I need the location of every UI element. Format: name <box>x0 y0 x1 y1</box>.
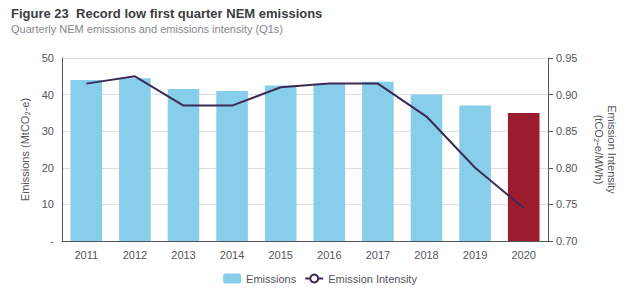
svg-text:0.90: 0.90 <box>556 89 577 101</box>
svg-text:2011: 2011 <box>74 249 98 261</box>
svg-text:2012: 2012 <box>123 249 147 261</box>
svg-text:Quarterly NEM emissions and em: Quarterly NEM emissions and emissions in… <box>11 23 283 35</box>
svg-text:2018: 2018 <box>414 249 438 261</box>
svg-text:2016: 2016 <box>317 249 341 261</box>
svg-text:2013: 2013 <box>171 249 195 261</box>
svg-text:50: 50 <box>42 52 54 64</box>
svg-text:40: 40 <box>42 89 54 101</box>
svg-text:2015: 2015 <box>268 249 292 261</box>
svg-text:20: 20 <box>42 162 54 174</box>
svg-text:0.85: 0.85 <box>556 125 577 137</box>
svg-text:Emissions (MtCO₂-e): Emissions (MtCO₂-e) <box>19 98 31 201</box>
svg-text:-: - <box>50 235 54 247</box>
svg-text:Emission Intensity: Emission Intensity <box>606 105 618 194</box>
svg-text:2014: 2014 <box>220 249 244 261</box>
svg-text:0.75: 0.75 <box>556 198 577 210</box>
svg-text:0.95: 0.95 <box>556 52 577 64</box>
svg-text:Figure 23 Record low first qu: Figure 23 Record low first quarter NEM e… <box>11 6 322 21</box>
svg-text:2020: 2020 <box>511 249 535 261</box>
svg-text:2019: 2019 <box>463 249 487 261</box>
svg-text:0.70: 0.70 <box>556 235 577 247</box>
svg-text:0.80: 0.80 <box>556 162 577 174</box>
svg-text:2017: 2017 <box>366 249 390 261</box>
svg-text:Emissions: Emissions <box>246 273 297 285</box>
svg-text:Emission Intensity: Emission Intensity <box>328 273 417 285</box>
svg-text:(tCO₂-e/MWh): (tCO₂-e/MWh) <box>593 115 605 185</box>
svg-text:30: 30 <box>42 125 54 137</box>
svg-text:10: 10 <box>42 198 54 210</box>
